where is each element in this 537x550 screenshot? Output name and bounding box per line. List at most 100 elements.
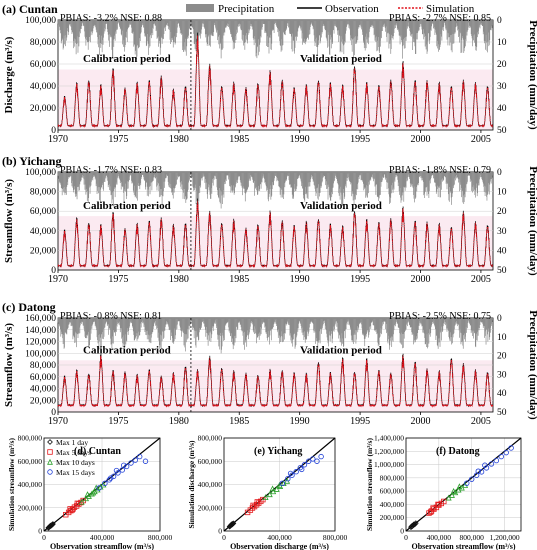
- data-point: [435, 501, 441, 508]
- y-tick-label: 0: [38, 527, 42, 536]
- x-tick-label: 2005: [471, 134, 491, 145]
- legend-observation-label: Observation: [325, 3, 379, 15]
- y2-tick-label: 20: [497, 207, 507, 217]
- x-tick-label: 1975: [108, 416, 128, 427]
- y2-tick-label: 0: [497, 314, 502, 324]
- plot-frame: [405, 437, 522, 532]
- data-point: [70, 506, 76, 512]
- data-point: [305, 458, 312, 464]
- y-tick-label: 0: [400, 527, 404, 536]
- scatter-panel-datong: 0 200,000 400,000 600,000 800,000 1,000,000 1,…: [365, 434, 522, 550]
- y2-axis-label: Precipitation (mm/day): [527, 20, 537, 130]
- data-point: [230, 520, 237, 527]
- y-tick-label: 40,000: [30, 227, 56, 237]
- y-tick-label: 140,000: [25, 326, 56, 336]
- data-point: [113, 467, 120, 474]
- y-tick-label: 60,000: [30, 207, 56, 217]
- legend-label: Max 10 days: [56, 458, 95, 467]
- calibration-stats: PBIAS: -0.8% NSE: 0.81: [60, 311, 162, 322]
- series-max-5-days: [244, 496, 266, 516]
- panel-title: (e) Yichang: [254, 446, 302, 457]
- y-tick-label: 20,000: [30, 104, 56, 114]
- x-tick-label: 1980: [169, 274, 189, 285]
- y-tick-label: 800,000: [198, 434, 223, 443]
- y2-tick-label: 50: [497, 408, 507, 418]
- scatter-panel-cuntan: 0 200,000 400,000 600,000 800,000 0 400,000 800…: [7, 434, 172, 550]
- data-point: [106, 477, 112, 483]
- series-max-1-day: [226, 520, 237, 530]
- y2-axis-label: Precipitation (mm/day): [527, 166, 537, 276]
- y-tick-label: 800,000: [380, 473, 405, 482]
- validation-label: Validation period: [300, 345, 382, 357]
- precipitation-series: [57, 172, 493, 209]
- legend-precipitation-swatch: [186, 4, 214, 12]
- data-point: [262, 494, 269, 500]
- y-axis-label: Discharge (m³/s): [3, 36, 15, 113]
- x-axis-label: Observation streamflow (m³/s): [411, 542, 515, 550]
- y-tick-label: 1,000,000: [374, 460, 404, 469]
- y-tick-label: 80,000: [30, 361, 56, 371]
- y-tick-label: 40,000: [30, 385, 56, 395]
- y2-tick-label: 40: [497, 104, 507, 114]
- y2-tick-label: 0: [497, 168, 502, 178]
- data-point: [266, 491, 273, 498]
- data-point: [128, 460, 134, 466]
- x-tick-label: 400,000: [90, 533, 115, 542]
- y2-axis-label: Precipitation (mm/day): [527, 310, 537, 420]
- y-axis-label: Streamflow (m³/s): [3, 323, 15, 407]
- x-tick-label: 1975: [108, 134, 128, 145]
- data-point: [482, 462, 488, 468]
- panel-title: (f) Datong: [436, 446, 480, 457]
- calibration-label: Calibration period: [83, 53, 171, 65]
- panel-title: (c) Datong: [2, 300, 56, 314]
- x-tick-label: 1990: [290, 274, 310, 285]
- data-point: [279, 480, 285, 487]
- y-tick-label: 200,000: [18, 503, 43, 512]
- data-point: [250, 502, 256, 509]
- x-tick-label: 2005: [471, 274, 491, 285]
- series-max-10-days: [262, 477, 291, 500]
- y-tick-label: 800,000: [18, 434, 43, 443]
- series-max-15-days: [279, 453, 324, 487]
- y-axis-label: Streamflow (m³/s): [3, 179, 15, 263]
- y-tick-label: 160,000: [25, 314, 56, 324]
- validation-stats: PBIAS: -1.8% NSE: 0.79: [389, 165, 491, 176]
- y2-tick-label: 30: [497, 82, 507, 92]
- data-point: [318, 453, 324, 460]
- x-tick-label: 0: [404, 533, 408, 542]
- y-tick-label: 80,000: [30, 38, 56, 48]
- y-tick-label: 0: [51, 266, 56, 276]
- x-tick-label: 1985: [229, 274, 249, 285]
- data-point: [254, 499, 260, 505]
- x-tick-label: 1990: [290, 134, 310, 145]
- y-tick-label: 40,000: [30, 82, 56, 92]
- data-point: [450, 487, 457, 494]
- data-point: [110, 473, 117, 480]
- panel-title: (d) Cuntan: [74, 446, 121, 457]
- x-tick-label: 800,000: [323, 533, 348, 542]
- y-tick-label: 120,000: [25, 338, 56, 348]
- y-tick-label: 0: [218, 527, 222, 536]
- data-point: [293, 469, 299, 475]
- data-point: [78, 498, 85, 505]
- y2-tick-label: 40: [497, 389, 507, 399]
- x-tick-label: 1980: [169, 134, 189, 145]
- data-point: [90, 489, 97, 496]
- data-point: [503, 449, 509, 456]
- scatter-panel-yichang: 0 200,000 400,000 600,000 800,000 0 400,000 800…: [187, 434, 347, 550]
- one-to-one-line: [405, 437, 522, 532]
- y2-tick-label: 0: [497, 16, 502, 26]
- y2-tick-label: 30: [497, 370, 507, 380]
- y2-tick-label: 20: [497, 60, 507, 70]
- data-point: [132, 457, 139, 463]
- y-tick-label: 100,000: [25, 16, 56, 26]
- data-point: [483, 465, 490, 471]
- calibration-label: Calibration period: [83, 200, 171, 212]
- data-point: [464, 480, 470, 486]
- y-tick-label: 600,000: [198, 457, 223, 466]
- data-point: [314, 458, 320, 464]
- series-max-5-days: [426, 498, 447, 516]
